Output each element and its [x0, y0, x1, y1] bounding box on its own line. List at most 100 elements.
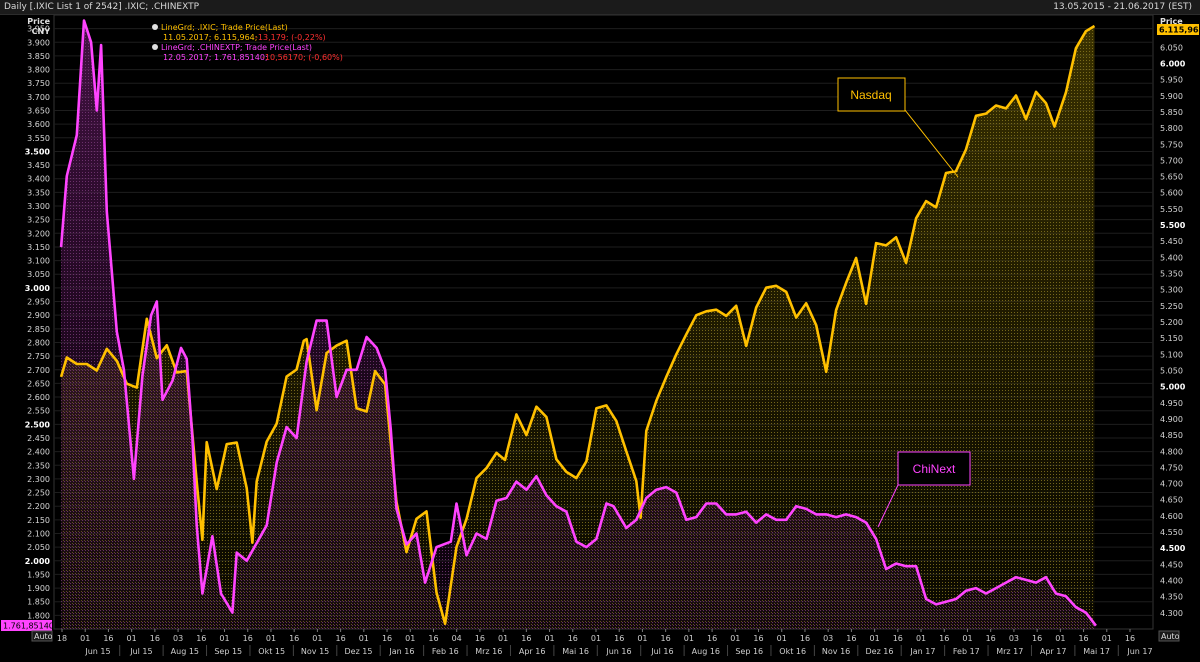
auto-scale-label-right: Auto: [1161, 632, 1180, 641]
right-tick-label: 5.150: [1160, 334, 1183, 343]
right-tick-label: 5.300: [1160, 286, 1183, 295]
nasdaq-label: Nasdaq: [850, 88, 891, 102]
left-tick-label: 3.100: [27, 257, 50, 266]
legend-ixic-icon[interactable]: [152, 24, 158, 30]
right-axis-ticks: 4.300 4.350 4.400 4.450 4.500 4.550 4.600 4.650…: [1160, 43, 1186, 618]
x-month-tick-label: Mai 17: [1083, 647, 1110, 656]
right-tick-label: 4.300: [1160, 609, 1183, 618]
x-day-tick-label: 16: [243, 634, 253, 643]
x-day-tick-label: 01: [544, 634, 554, 643]
nasdaq-annotation: Nasdaq: [837, 77, 959, 178]
x-day-tick-label: 16: [846, 634, 856, 643]
left-tick-label: 2.600: [27, 393, 50, 402]
left-tick-label: 2.450: [27, 434, 50, 443]
left-tick-label: 2.050: [27, 543, 50, 552]
left-tick-label: 3.650: [27, 107, 50, 116]
series-fills: [61, 20, 1096, 629]
x-day-tick-label: 16: [753, 634, 763, 643]
x-day-tick-label: 16: [428, 634, 438, 643]
chinext-series-line[interactable]: [59, 19, 1097, 627]
left-tick-label: 3.350: [27, 188, 50, 197]
x-day-tick-label: 01: [1055, 634, 1065, 643]
x-month-tick-label: Jun 17: [1126, 647, 1152, 656]
x-month-tick-label: Okt 15: [258, 647, 285, 656]
auto-scale-button-right[interactable]: [1158, 630, 1180, 642]
left-tick-label: 2.850: [27, 325, 50, 334]
ixic-series-line[interactable]: [59, 24, 1096, 626]
nasdaq-callout-line: [904, 109, 959, 178]
x-day-tick-label: 01: [684, 634, 694, 643]
x-month-tick-label: Apr 17: [1040, 647, 1067, 656]
left-tick-label: 2.350: [27, 461, 50, 470]
x-month-tick-label: Feb 16: [432, 647, 459, 656]
legend-chinext-icon[interactable]: [152, 44, 158, 50]
left-tick-label: 3.700: [27, 93, 50, 102]
right-tick-label: 4.450: [1160, 560, 1183, 569]
right-tick-label: 5.800: [1160, 124, 1183, 133]
x-day-tick-label: 16: [521, 634, 531, 643]
right-axis-title: Price: [1160, 17, 1183, 26]
x-month-tick-label: Jun 16: [605, 647, 631, 656]
right-tick-label: 6.000: [1160, 59, 1186, 68]
window-title-bar: Daily [.IXIC List 1 of 2542] .IXIC; .CHI…: [0, 0, 1200, 15]
x-month-tick-label: Jan 17: [909, 647, 935, 656]
left-tick-label: 3.850: [27, 52, 50, 61]
right-tick-label: 5.450: [1160, 237, 1183, 246]
chinext-area-dots: [61, 20, 1096, 629]
x-day-tick-label: 01: [219, 634, 229, 643]
x-day-tick-label: 16: [475, 634, 485, 643]
x-month-tick-label: Mrz 17: [996, 647, 1023, 656]
left-tick-label: 2.500: [25, 420, 51, 429]
left-tick-label: 2.900: [27, 311, 50, 320]
x-day-tick-label: 16: [1032, 634, 1042, 643]
x-axis-ticks: 18 01 16 01 16 03 16 01 16 01 16 01 16 01 16 01 16 04 16 01…: [57, 629, 1153, 656]
auto-scale-label-left: Auto: [34, 632, 53, 641]
x-day-tick-label: 18: [57, 634, 67, 643]
x-month-tick-label: Jun 15: [84, 647, 110, 656]
legend-ixic-series: LineGrd; .IXIC; Trade Price(Last): [161, 23, 288, 32]
auto-scale-button-left[interactable]: [31, 630, 53, 642]
window-title: Daily [.IXIC List 1 of 2542] .IXIC; .CHI…: [4, 2, 200, 12]
right-tick-label: 5.700: [1160, 156, 1183, 165]
right-tick-label: 5.050: [1160, 366, 1183, 375]
chinext-callout-line: [877, 484, 899, 528]
x-month-tick-label: Jul 15: [129, 647, 152, 656]
x-month-tick-label: Mai 16: [562, 647, 589, 656]
x-day-tick-label: 03: [823, 634, 833, 643]
x-day-tick-label: 16: [661, 634, 671, 643]
x-day-tick-label: 16: [893, 634, 903, 643]
right-tick-label: 5.100: [1160, 350, 1183, 359]
legend: LineGrd; .IXIC; Trade Price(Last) 11.05.…: [152, 23, 343, 62]
right-tick-label: 4.700: [1160, 480, 1183, 489]
legend-chinext-values: 12.05.2017; 1.761,85140;: [163, 53, 268, 62]
right-tick-label: 5.650: [1160, 173, 1183, 182]
left-tick-label: 2.800: [27, 338, 50, 347]
x-month-tick-label: Aug 15: [171, 647, 199, 656]
x-day-tick-label: 16: [1078, 634, 1088, 643]
x-day-tick-label: 01: [359, 634, 369, 643]
price-chart[interactable]: Price CNY Price 1.800 1.850 1.900 1.950 2.00…: [0, 15, 1200, 662]
right-tick-label: 4.800: [1160, 447, 1183, 456]
left-tick-label: 2.950: [27, 298, 50, 307]
left-tick-label: 2.150: [27, 516, 50, 525]
right-last-value: 6.115,964: [1159, 26, 1200, 35]
right-tick-label: 5.500: [1160, 221, 1186, 230]
right-tick-label: 4.500: [1160, 544, 1186, 553]
x-month-tick-label: Apr 16: [519, 647, 546, 656]
x-day-tick-label: 16: [150, 634, 160, 643]
x-day-tick-label: 01: [870, 634, 880, 643]
right-tick-label: 5.950: [1160, 76, 1183, 85]
x-month-tick-label: Sep 15: [214, 647, 242, 656]
left-tick-label: 3.200: [27, 229, 50, 238]
x-month-tick-label: Nov 15: [301, 647, 329, 656]
x-day-tick-label: 03: [173, 634, 183, 643]
x-day-tick-label: 03: [1009, 634, 1019, 643]
legend-ixic-change: -13,179; (-0,22%): [255, 33, 326, 42]
legend-ixic-values: 11.05.2017; 6.115,964;: [163, 33, 257, 42]
x-day-tick-label: 16: [1125, 634, 1135, 643]
left-axis-unit: CNY: [32, 27, 51, 36]
left-tick-label: 1.900: [27, 584, 50, 593]
left-tick-label: 3.600: [27, 120, 50, 129]
left-tick-label: 2.550: [27, 407, 50, 416]
left-tick-label: 3.900: [27, 38, 50, 47]
